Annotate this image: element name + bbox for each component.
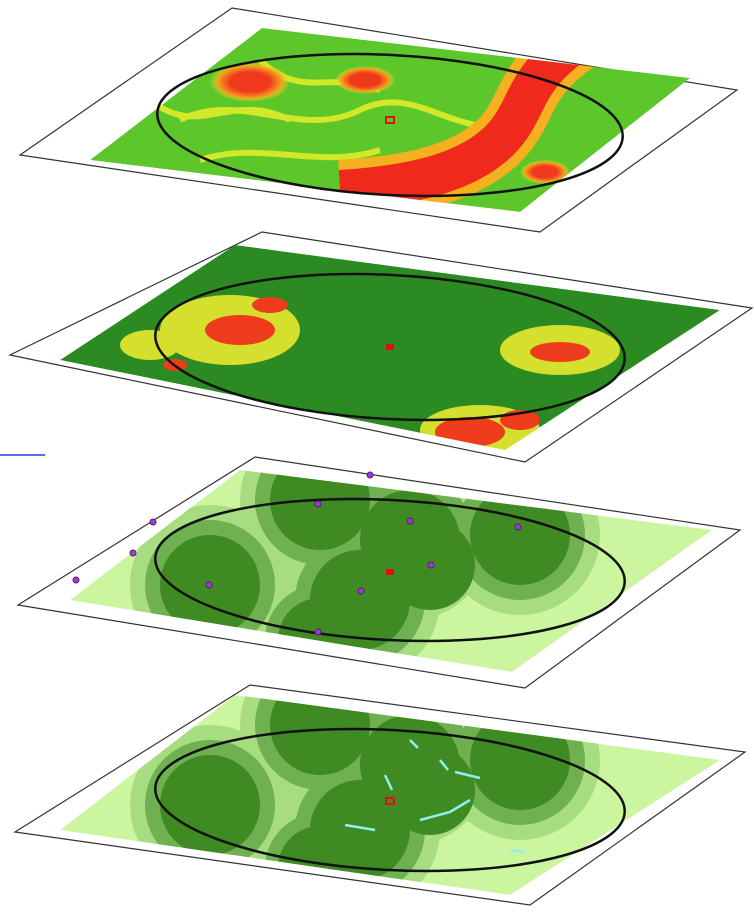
layer-stack (0, 0, 754, 917)
layer-suitability (20, 8, 737, 232)
layer-water (15, 645, 745, 917)
raster (60, 645, 720, 917)
layer-landcover (10, 232, 752, 462)
page (0, 0, 754, 917)
layer-distance (18, 420, 740, 710)
